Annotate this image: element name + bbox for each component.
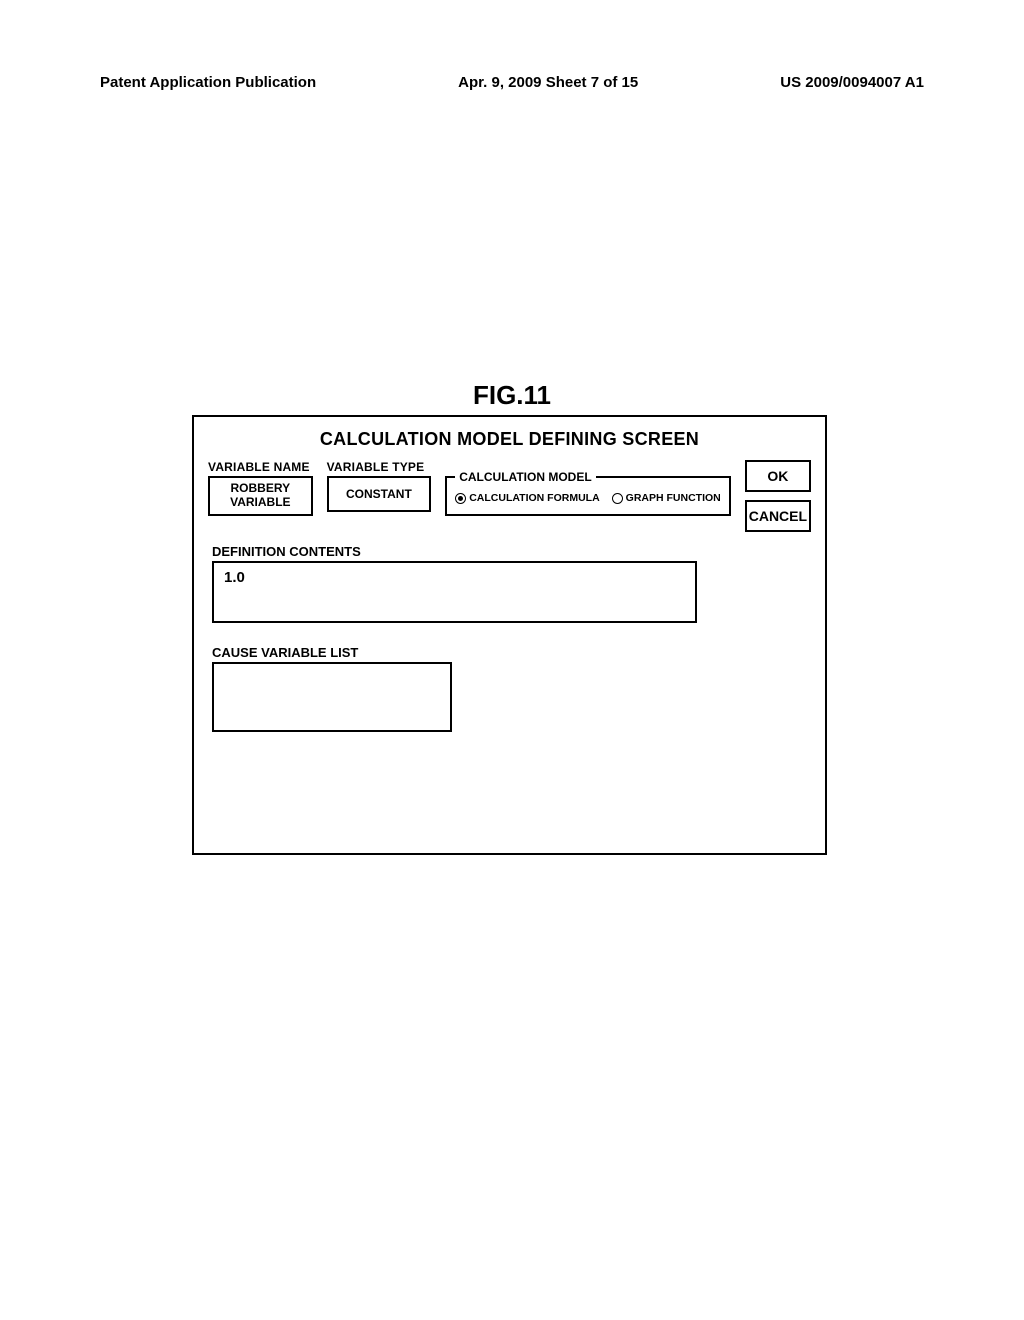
variable-type-field[interactable]: CONSTANT [327,476,432,512]
radio-unselected-icon [612,493,623,504]
calculation-model-dialog: CALCULATION MODEL DEFINING SCREEN VARIAB… [192,415,827,855]
variable-name-block: VARIABLE NAME ROBBERY VARIABLE [208,460,313,516]
patent-header: Patent Application Publication Apr. 9, 2… [100,74,924,91]
definition-section: DEFINITION CONTENTS 1.0 [194,532,825,623]
radio-label-graph: GRAPH FUNCTION [626,492,721,504]
variable-type-label: VARIABLE TYPE [327,460,432,474]
definition-contents-field[interactable]: 1.0 [212,563,697,623]
radio-selected-icon [455,493,466,504]
ok-button[interactable]: OK [745,460,811,492]
header-left: Patent Application Publication [100,74,316,91]
figure-label: FIG.11 [0,380,1024,411]
header-right: US 2009/0094007 A1 [780,74,924,91]
calculation-model-legend: CALCULATION MODEL [455,470,595,484]
definition-contents-label: DEFINITION CONTENTS [212,544,697,563]
calculation-model-fieldset: CALCULATION MODEL CALCULATION FORMULA GR… [445,470,731,516]
radio-graph-function[interactable]: GRAPH FUNCTION [612,492,721,504]
calculation-model-block: CALCULATION MODEL CALCULATION FORMULA GR… [445,460,731,516]
radio-calculation-formula[interactable]: CALCULATION FORMULA [455,492,599,504]
cause-variable-list-field[interactable] [212,662,452,732]
cancel-button[interactable]: CANCEL [745,500,811,532]
dialog-top-row: VARIABLE NAME ROBBERY VARIABLE VARIABLE … [194,460,825,532]
calculation-model-options: CALCULATION FORMULA GRAPH FUNCTION [455,492,721,504]
cause-variable-section: CAUSE VARIABLE LIST [194,623,825,732]
variable-name-field[interactable]: ROBBERY VARIABLE [208,476,313,516]
radio-label-formula: CALCULATION FORMULA [469,492,599,504]
variable-type-block: VARIABLE TYPE CONSTANT [327,460,432,512]
variable-name-label: VARIABLE NAME [208,460,313,474]
header-center: Apr. 9, 2009 Sheet 7 of 15 [458,74,638,91]
cause-variable-list-label: CAUSE VARIABLE LIST [212,645,807,660]
dialog-title: CALCULATION MODEL DEFINING SCREEN [194,417,825,460]
dialog-buttons: OK CANCEL [745,460,811,532]
